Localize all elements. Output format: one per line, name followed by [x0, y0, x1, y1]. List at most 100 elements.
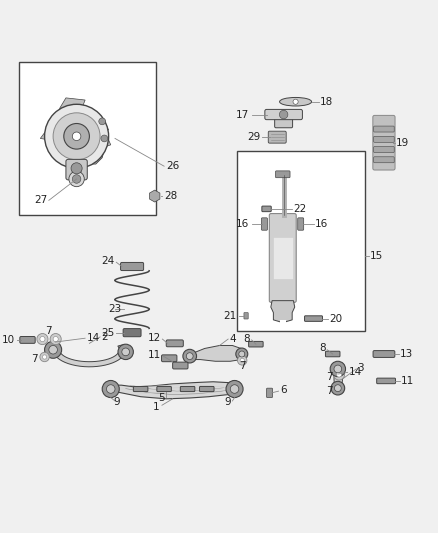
FancyBboxPatch shape [268, 131, 286, 143]
Circle shape [40, 336, 45, 342]
Circle shape [42, 355, 47, 359]
FancyBboxPatch shape [162, 355, 177, 362]
Text: 7: 7 [326, 386, 333, 396]
Text: 20: 20 [330, 314, 343, 324]
Polygon shape [334, 368, 343, 390]
Circle shape [50, 334, 61, 345]
Text: 2: 2 [101, 332, 108, 342]
Text: 29: 29 [247, 132, 260, 142]
Text: 10: 10 [2, 335, 15, 345]
FancyBboxPatch shape [373, 115, 395, 170]
FancyBboxPatch shape [157, 386, 171, 392]
Circle shape [45, 104, 109, 168]
FancyBboxPatch shape [133, 386, 148, 392]
Text: 5: 5 [158, 392, 165, 402]
Circle shape [334, 383, 345, 394]
Circle shape [118, 344, 133, 360]
Circle shape [239, 351, 245, 357]
Text: 7: 7 [326, 372, 333, 382]
Text: 16: 16 [236, 219, 250, 229]
Polygon shape [280, 320, 286, 324]
Text: 4: 4 [230, 334, 236, 344]
Circle shape [330, 361, 346, 377]
Text: 18: 18 [320, 96, 333, 107]
FancyBboxPatch shape [20, 336, 35, 343]
Text: 7: 7 [45, 326, 51, 336]
Circle shape [293, 99, 298, 104]
Circle shape [37, 334, 48, 345]
FancyBboxPatch shape [123, 329, 141, 337]
Circle shape [122, 348, 130, 356]
Circle shape [101, 135, 108, 142]
Text: 15: 15 [370, 251, 384, 261]
FancyBboxPatch shape [377, 378, 396, 384]
Polygon shape [271, 301, 295, 322]
Text: 17: 17 [236, 109, 250, 119]
Ellipse shape [279, 98, 311, 106]
FancyBboxPatch shape [269, 214, 296, 302]
FancyBboxPatch shape [237, 151, 365, 330]
Text: 1: 1 [153, 401, 160, 411]
FancyBboxPatch shape [200, 386, 214, 392]
Polygon shape [53, 344, 126, 367]
Text: 9: 9 [113, 397, 120, 407]
Text: 14: 14 [86, 333, 100, 343]
Text: 8: 8 [243, 334, 250, 344]
Polygon shape [106, 382, 241, 399]
Circle shape [53, 113, 100, 160]
Text: 22: 22 [293, 204, 307, 214]
FancyBboxPatch shape [19, 62, 155, 215]
Circle shape [69, 171, 84, 187]
Circle shape [336, 372, 342, 377]
Text: 23: 23 [108, 304, 121, 314]
Circle shape [64, 124, 89, 149]
FancyBboxPatch shape [249, 342, 263, 347]
Text: 3: 3 [357, 363, 364, 373]
Circle shape [49, 345, 57, 354]
Text: 11: 11 [148, 350, 162, 360]
Text: 6: 6 [280, 385, 286, 395]
Circle shape [334, 365, 342, 373]
Circle shape [186, 353, 193, 360]
Circle shape [99, 118, 106, 125]
FancyBboxPatch shape [275, 117, 293, 128]
Circle shape [236, 348, 248, 360]
Circle shape [53, 336, 58, 342]
Circle shape [106, 385, 115, 393]
Circle shape [72, 132, 81, 141]
FancyBboxPatch shape [261, 218, 268, 230]
FancyBboxPatch shape [374, 136, 394, 142]
Circle shape [72, 175, 81, 183]
Text: 7: 7 [31, 354, 37, 364]
Text: 7: 7 [239, 360, 246, 370]
Polygon shape [187, 345, 243, 361]
FancyBboxPatch shape [267, 388, 272, 398]
Circle shape [335, 385, 341, 392]
Text: 14: 14 [349, 367, 362, 377]
FancyBboxPatch shape [244, 312, 248, 319]
Text: 25: 25 [101, 328, 115, 338]
FancyBboxPatch shape [166, 340, 184, 347]
Polygon shape [51, 147, 104, 164]
FancyBboxPatch shape [325, 351, 340, 357]
Circle shape [230, 385, 239, 393]
Circle shape [71, 163, 82, 174]
Text: 13: 13 [400, 349, 413, 359]
FancyBboxPatch shape [374, 126, 394, 132]
Circle shape [334, 369, 345, 380]
Text: 12: 12 [148, 333, 161, 343]
FancyBboxPatch shape [273, 237, 293, 279]
FancyBboxPatch shape [265, 109, 302, 119]
Circle shape [331, 381, 345, 395]
Circle shape [102, 381, 119, 398]
Circle shape [183, 349, 197, 363]
Text: 11: 11 [401, 376, 414, 386]
Circle shape [336, 385, 342, 391]
Text: 21: 21 [223, 311, 237, 320]
Circle shape [226, 381, 243, 398]
Polygon shape [94, 119, 109, 132]
FancyBboxPatch shape [304, 316, 322, 321]
FancyBboxPatch shape [180, 386, 195, 392]
Text: 27: 27 [34, 195, 47, 205]
FancyBboxPatch shape [373, 351, 395, 358]
